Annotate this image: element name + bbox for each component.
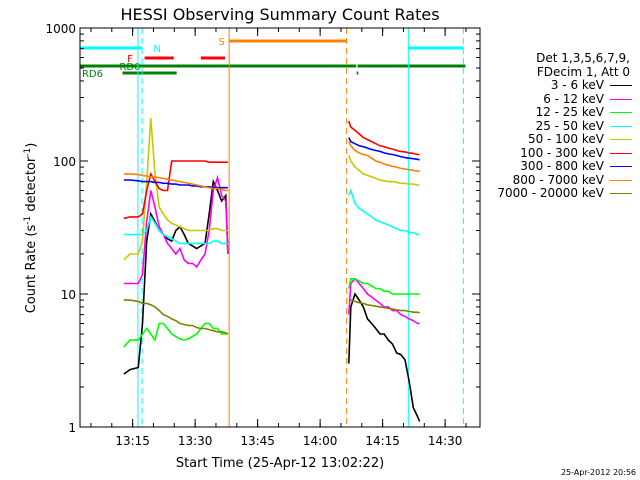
legend-entry-label: 25 - 50 keV <box>535 118 604 133</box>
legend-swatch <box>610 139 632 141</box>
legend-entry-label: 100 - 300 keV <box>520 145 604 160</box>
series-line <box>123 173 228 192</box>
series-line <box>348 141 420 172</box>
legend-entry: 300 - 800 keV <box>478 159 636 174</box>
y-tick-label: 1000 <box>45 22 76 36</box>
flag-label: S <box>218 37 224 48</box>
x-tick-label: 13:30 <box>178 434 213 448</box>
y-axis-ticks: 1 10 100 1000 <box>45 22 480 435</box>
event-lines <box>137 28 464 427</box>
legend-entry-label: 7000 - 20000 keV <box>497 186 604 200</box>
x-tick-label: 14:00 <box>303 434 338 448</box>
legend-entry: 800 - 7000 keV <box>478 172 636 188</box>
legend-swatch <box>610 125 632 127</box>
legend-swatch <box>610 166 632 168</box>
series-line <box>348 188 420 236</box>
series-line <box>123 179 228 189</box>
flag-label: F <box>127 54 133 65</box>
series-line <box>123 178 229 375</box>
x-tick-label: 14:30 <box>428 434 463 448</box>
legend-swatch <box>610 152 632 154</box>
legend-entry-label: 50 - 100 keV <box>527 132 604 146</box>
chart-title: HESSI Observing Summary Count Rates <box>120 5 439 24</box>
x-axis-ticks: 13:15 13:30 13:45 14:00 14:15 14:30 <box>90 28 467 448</box>
plot-frame <box>79 27 481 428</box>
x-tick-label: 13:45 <box>240 434 275 448</box>
series-line <box>348 299 420 314</box>
legend-entry: 25 - 50 keV <box>478 118 636 134</box>
flag-label: RD0 <box>119 62 140 73</box>
legend-entry: 7000 - 20000 keV <box>478 186 636 201</box>
legend-swatch <box>610 98 632 100</box>
series-lines <box>123 118 421 422</box>
flag-label: N <box>153 44 160 55</box>
series-line <box>348 120 420 156</box>
legend-entry: 12 - 25 keV <box>478 105 636 120</box>
series-line <box>348 292 421 422</box>
x-tick-label: 13:15 <box>115 434 150 448</box>
x-tick-label: 14:15 <box>365 434 400 448</box>
legend-entry-label: 6 - 12 keV <box>543 91 604 106</box>
series-line <box>123 160 228 220</box>
y-tick-label: 1 <box>68 421 76 435</box>
legend-entry: 50 - 100 keV <box>478 132 636 147</box>
legend-entry: 100 - 300 keV <box>478 145 636 161</box>
legend-swatch <box>610 112 632 114</box>
series-line <box>348 137 420 161</box>
legend-entry: 3 - 6 keV <box>478 78 636 93</box>
series-line <box>123 174 229 285</box>
legend-header-line-2: FDecim 1, Att 0 <box>536 64 630 79</box>
legend-entry: 6 - 12 keV <box>478 91 636 107</box>
legend-entry-label: 12 - 25 keV <box>535 105 604 119</box>
y-axis-label: Count Rate (s-1 detector-1) <box>23 143 39 314</box>
chart-legend: Det 1,3,5,6,7,9, FDecim 1, Att 0 3 - 6 k… <box>478 51 636 201</box>
legend-header-line-1: Det 1,3,5,6,7,9, <box>536 51 630 65</box>
render-timestamp: 25-Apr-2012 20:56 <box>560 468 636 477</box>
legend-entry-label: 800 - 7000 keV <box>512 172 604 187</box>
series-line <box>123 322 228 348</box>
legend-swatch <box>610 85 632 87</box>
series-line <box>348 277 420 295</box>
y-tick-label: 100 <box>53 155 76 169</box>
series-line <box>348 155 420 186</box>
legend-swatch <box>610 193 632 195</box>
flag-label: RD6 <box>82 69 103 80</box>
legend-entry-label: 3 - 6 keV <box>550 78 604 92</box>
legend-entry-label: 300 - 800 keV <box>520 159 604 173</box>
legend-swatch <box>610 179 632 181</box>
x-axis-label: Start Time (25-Apr-12 13:02:22) <box>176 456 384 471</box>
series-line <box>123 299 229 335</box>
y-tick-label: 10 <box>61 288 76 302</box>
series-line <box>123 215 228 245</box>
